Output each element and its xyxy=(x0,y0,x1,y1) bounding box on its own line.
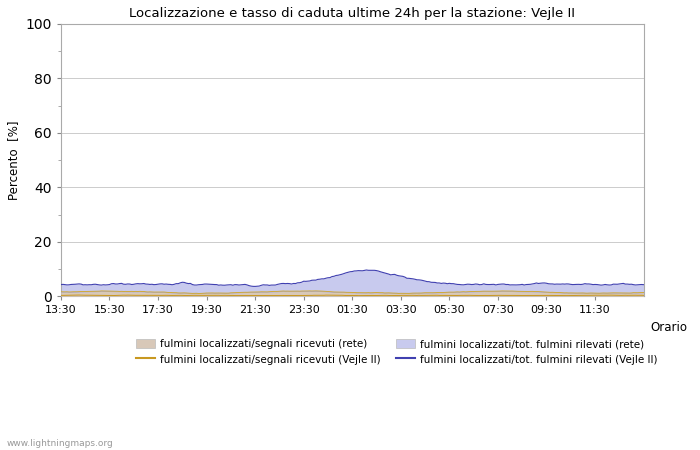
Text: www.lightningmaps.org: www.lightningmaps.org xyxy=(7,439,113,448)
Text: Orario: Orario xyxy=(650,321,687,334)
Title: Localizzazione e tasso di caduta ultime 24h per la stazione: Vejle II: Localizzazione e tasso di caduta ultime … xyxy=(130,7,575,20)
Legend: fulmini localizzati/segnali ricevuti (rete), fulmini localizzati/segnali ricevut: fulmini localizzati/segnali ricevuti (re… xyxy=(136,339,658,365)
Y-axis label: Percento  [%]: Percento [%] xyxy=(7,120,20,200)
